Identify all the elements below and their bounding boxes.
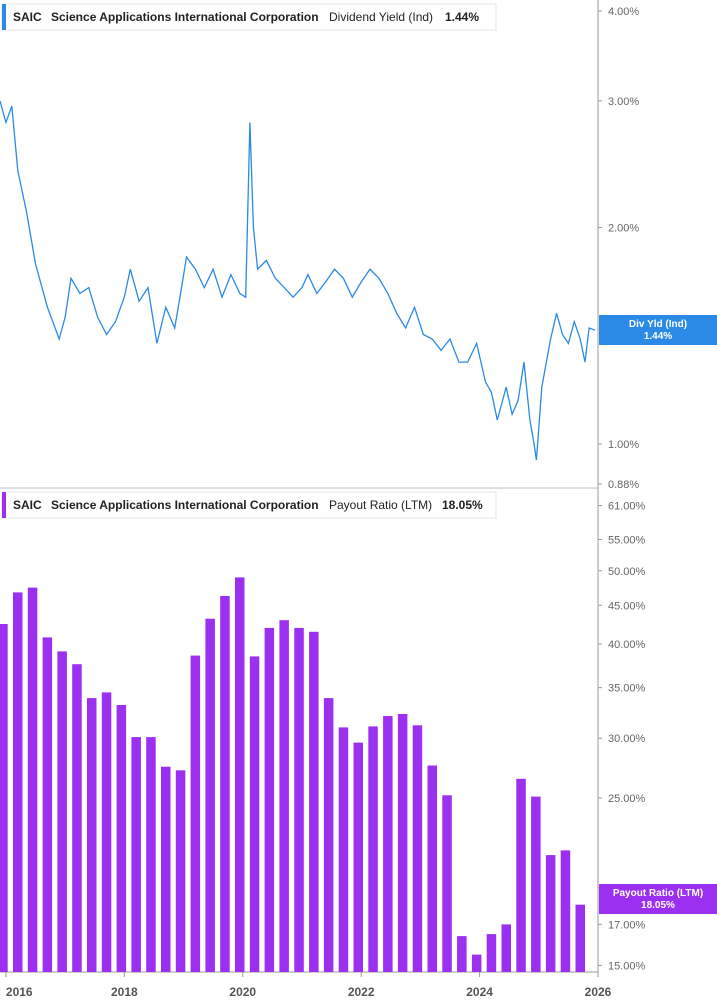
payout-tick-label: 55.00%	[608, 535, 646, 547]
payout-bar	[249, 656, 260, 972]
x-tick-label: 2020	[229, 985, 256, 999]
yield-tick-label: 1.00%	[608, 439, 639, 451]
yield-legend-metric: Dividend Yield (Ind)	[329, 10, 433, 24]
payout-bar	[486, 934, 497, 972]
payout-bar	[205, 618, 215, 972]
payout-bar	[116, 705, 127, 972]
payout-bar	[131, 737, 141, 972]
payout-bar	[397, 714, 408, 972]
payout-tick-label: 30.00%	[608, 733, 646, 745]
payout-bar	[161, 766, 171, 972]
payout-legend-value: 18.05%	[442, 498, 483, 512]
payout-value-tag: Payout Ratio (LTM) 18.05%	[599, 884, 717, 914]
payout-legend-metric: Payout Ratio (LTM)	[329, 498, 432, 512]
payout-legend-ticker: SAIC	[13, 498, 42, 512]
payout-bar	[442, 795, 452, 972]
payout-bar	[279, 620, 289, 972]
payout-bar	[412, 725, 423, 972]
payout-bar	[471, 954, 482, 972]
yield-tick-label: 2.00%	[608, 223, 639, 235]
dividend-yield-panel: 4.00% 3.00% 2.00% 1.00% 0.88% SAIC Science A…	[0, 3, 717, 491]
x-tick-label: 2026	[585, 985, 612, 999]
payout-bar	[368, 726, 378, 972]
payout-bar	[220, 596, 230, 972]
yield-legend-ticker: SAIC	[13, 10, 42, 24]
payout-legend-bg	[1, 491, 497, 519]
payout-bar	[190, 655, 201, 972]
payout-bar	[501, 924, 511, 972]
yield-tag-value: 1.44%	[644, 331, 672, 342]
payout-bar	[457, 936, 467, 972]
payout-bar	[531, 796, 541, 972]
yield-tag-label: Div Yld (Ind)	[629, 319, 687, 330]
payout-bar	[101, 692, 112, 972]
yield-legend-swatch	[2, 4, 6, 30]
dividend-yield-line	[0, 100, 596, 461]
payout-tick-label: 25.00%	[608, 793, 646, 805]
payout-bar	[235, 577, 245, 972]
payout-tick-label: 35.00%	[608, 683, 646, 695]
yield-legend-value: 1.44%	[445, 10, 479, 24]
payout-tag-value: 18.05%	[641, 900, 675, 911]
x-axis: 2016 2018 2020 2022 2024 2026	[5, 972, 612, 999]
payout-bar	[72, 664, 82, 972]
payout-bar	[323, 698, 334, 972]
payout-bar	[560, 850, 571, 972]
x-tick-label: 2022	[348, 985, 375, 999]
payout-tick-label: 45.00%	[608, 600, 646, 612]
payout-tick-label: 61.00%	[608, 501, 646, 513]
payout-tick-label: 15.00%	[608, 960, 646, 972]
payout-tag-bg	[599, 884, 717, 914]
yield-legend: SAIC Science Applications International …	[1, 3, 497, 31]
yield-legend-company: Science Applications International Corpo…	[51, 10, 319, 24]
payout-tag-label: Payout Ratio (LTM)	[613, 888, 703, 899]
yield-tick-label: 3.00%	[608, 96, 639, 108]
payout-bar	[427, 765, 437, 972]
x-tick-label: 2016	[6, 985, 33, 999]
payout-ratio-panel: 61.00% 55.00% 50.00% 45.00% 40.00% 35.00% 30.0…	[0, 491, 717, 972]
payout-bar	[309, 631, 319, 972]
payout-tick-label: 40.00%	[608, 639, 646, 651]
payout-bar	[175, 770, 186, 972]
payout-bar	[338, 727, 349, 972]
payout-bar	[545, 855, 556, 972]
payout-bar	[575, 904, 585, 972]
payout-legend-company: Science Applications International Corpo…	[51, 498, 319, 512]
yield-value-tag: Div Yld (Ind) 1.44%	[599, 315, 717, 345]
payout-tick-label: 50.00%	[608, 566, 646, 578]
payout-bar	[27, 587, 38, 972]
payout-bar	[57, 651, 67, 972]
yield-tag-bg	[599, 315, 717, 345]
yield-tick-label: 0.88%	[608, 479, 639, 491]
x-tick-label: 2018	[111, 985, 138, 999]
yield-tick-label: 4.00%	[608, 6, 639, 18]
payout-bar	[13, 592, 23, 972]
payout-bar	[383, 716, 393, 972]
payout-bar	[294, 627, 304, 972]
payout-bar	[87, 698, 97, 972]
x-tick-label: 2024	[466, 985, 493, 999]
payout-tick-label: 17.00%	[608, 919, 646, 931]
payout-bar	[516, 778, 526, 972]
payout-legend-swatch	[2, 492, 6, 518]
payout-bar	[146, 737, 156, 972]
payout-bar	[264, 627, 275, 972]
payout-bar	[42, 637, 53, 972]
payout-bar	[0, 624, 8, 972]
payout-legend: SAIC Science Applications International …	[1, 491, 497, 519]
payout-bar	[353, 742, 363, 972]
